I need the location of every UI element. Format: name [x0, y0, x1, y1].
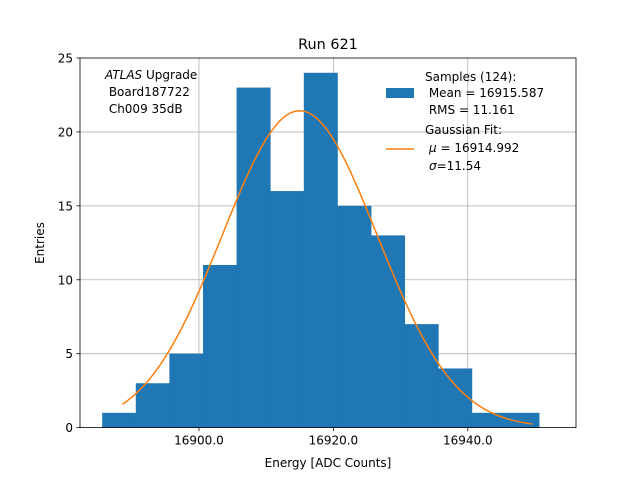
histogram-bar: [169, 353, 204, 428]
x-axis-label: Energy [ADC Counts]: [265, 456, 392, 470]
sigma-value: =11.54: [437, 159, 481, 173]
x-axis-ticks: 16900.0 16920.0 16940.0: [174, 427, 493, 448]
y-axis-ticks: 0 5 10 15 20 25: [58, 52, 80, 435]
plot-frame: [79, 57, 577, 429]
y-tick-label: 15: [58, 199, 73, 213]
histogram-bar: [236, 87, 271, 428]
y-tick-label: 5: [65, 347, 73, 361]
legend-mean: Mean = 16915.587: [425, 86, 544, 100]
y-tick-label: 10: [58, 273, 73, 287]
annotation-atlas: ATLAS: [104, 68, 143, 82]
histogram-bar: [303, 72, 338, 428]
y-tick-label: 25: [58, 52, 73, 66]
x-tick-label: 16900.0: [174, 434, 224, 448]
histogram-bar: [471, 412, 506, 428]
annotation-upgrade: Upgrade: [142, 68, 197, 82]
histogram-bar: [270, 191, 305, 428]
x-tick-label: 16940.0: [443, 434, 493, 448]
annotation-line-1: ATLAS Upgrade: [104, 68, 197, 82]
histogram-bars: [102, 72, 540, 428]
histogram-bar: [438, 368, 473, 428]
legend: Samples (124): Mean = 16915.587 RMS = 11…: [386, 70, 544, 173]
mu-value: = 16914.992: [437, 141, 520, 155]
mu-symbol: μ: [428, 141, 437, 155]
legend-fit-mu: μ = 16914.992: [428, 141, 519, 155]
y-axis-label: Entries: [33, 222, 47, 264]
histogram-bar: [135, 383, 170, 428]
annotation-line-3: Ch009 35dB: [105, 102, 183, 116]
histogram-bar: [337, 205, 372, 428]
histogram-bar: [102, 412, 137, 428]
y-tick-label: 0: [65, 421, 73, 435]
annotation-line-2: Board187722: [105, 85, 190, 99]
legend-fit-sigma: σ=11.54: [429, 159, 481, 173]
sigma-symbol: σ: [429, 159, 437, 173]
gaussian-fit-curve: [121, 109, 533, 425]
histogram-bar: [404, 324, 439, 428]
legend-fit-title: Gaussian Fit:: [425, 123, 502, 137]
chart-title: Run 621: [298, 37, 358, 53]
legend-samples: Samples (124):: [425, 70, 516, 84]
y-tick-label: 20: [58, 125, 73, 139]
legend-rms: RMS = 11.161: [425, 103, 515, 117]
histogram-bar: [371, 235, 406, 428]
x-tick-label: 16920.0: [309, 434, 359, 448]
legend-histogram-swatch: [386, 88, 414, 98]
histogram-bar: [202, 264, 237, 428]
atlas-annotation: ATLAS Upgrade Board187722 Ch009 35dB: [104, 68, 197, 116]
